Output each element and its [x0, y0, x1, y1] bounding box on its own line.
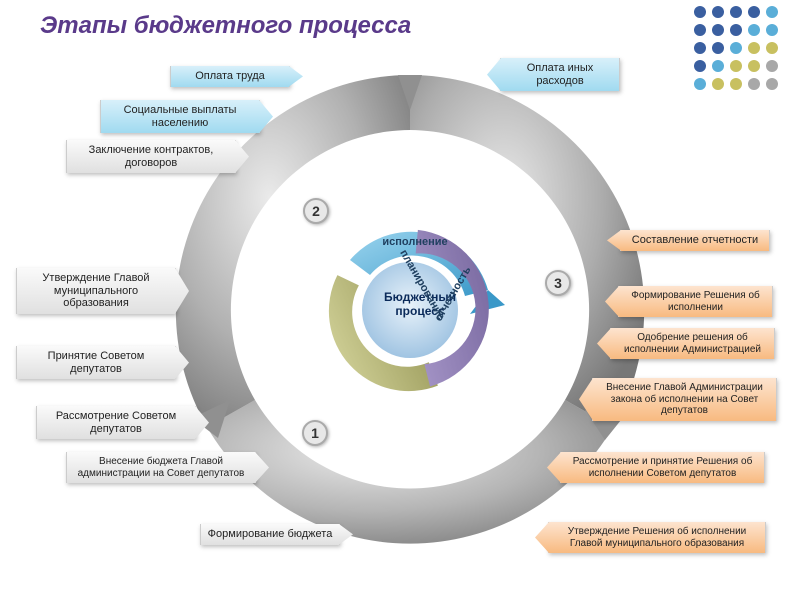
callout-approve-head-exec: Утверждение Решения об исполнении Главой… [548, 522, 766, 553]
decorative-dot [730, 6, 742, 18]
callout-adopt-council: Принятие Советом депутатов [16, 346, 176, 379]
decorative-dot-grid [694, 6, 780, 92]
decorative-dot [712, 60, 724, 72]
decorative-dot [712, 42, 724, 54]
callout-wages: Оплата труда [170, 66, 290, 87]
decorative-dot [766, 60, 778, 72]
inner-seg-execute: исполнение [380, 236, 450, 248]
stage-2-badge: 2 [303, 198, 329, 224]
callout-submit-law: Внесение Главой Администрации закона об … [592, 378, 777, 421]
callout-contracts: Заключение контрактов, договоров [66, 140, 236, 173]
decorative-dot [766, 78, 778, 90]
callout-form-decision: Формирование Решения об исполнении [618, 286, 773, 317]
decorative-dot [748, 24, 760, 36]
callout-compile-report: Составление отчетности [620, 230, 770, 251]
decorative-dot [694, 6, 706, 18]
callout-approve-head: Утверждение Главой муниципального образо… [16, 268, 176, 314]
callout-review-adopt: Рассмотрение и принятие Решения об испол… [560, 452, 765, 483]
decorative-dot [694, 24, 706, 36]
decorative-dot [748, 42, 760, 54]
page-title: Этапы бюджетного процесса [40, 12, 411, 40]
callout-submit-budget: Внесение бюджета Главой администрации на… [66, 452, 256, 483]
decorative-dot [694, 42, 706, 54]
decorative-dot [694, 60, 706, 72]
decorative-dot [766, 24, 778, 36]
decorative-dot [766, 42, 778, 54]
decorative-dot [730, 24, 742, 36]
stage-1-badge: 1 [302, 420, 328, 446]
decorative-dot [712, 6, 724, 18]
callout-form-budget: Формирование бюджета [200, 524, 340, 545]
decorative-dot [694, 78, 706, 90]
decorative-dot [748, 78, 760, 90]
decorative-dot [730, 78, 742, 90]
decorative-dot [748, 6, 760, 18]
decorative-dot [766, 6, 778, 18]
callout-social-payments: Социальные выплаты населению [100, 100, 260, 133]
callout-review-council: Рассмотрение Советом депутатов [36, 406, 196, 439]
decorative-dot [712, 78, 724, 90]
decorative-dot [748, 60, 760, 72]
stage-3-badge: 3 [545, 270, 571, 296]
decorative-dot [712, 24, 724, 36]
decorative-dot [730, 42, 742, 54]
decorative-dot [730, 60, 742, 72]
callout-other-expenses: Оплата иных расходов [500, 58, 620, 91]
callout-approve-admin: Одобрение решения об исполнении Админист… [610, 328, 775, 359]
